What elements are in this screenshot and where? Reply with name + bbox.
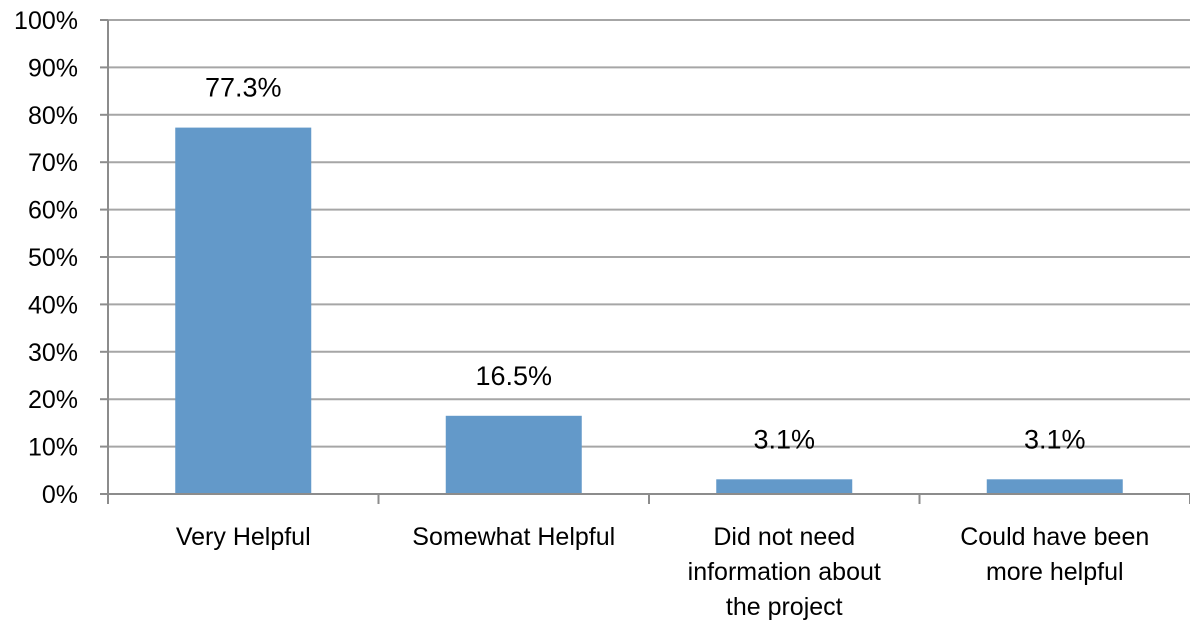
y-tick-label: 10% bbox=[28, 434, 78, 462]
y-tick-label: 50% bbox=[28, 244, 78, 272]
y-tick-label: 0% bbox=[42, 481, 78, 509]
x-category-label: Did not need information about the project bbox=[688, 523, 881, 621]
axes bbox=[100, 19, 1190, 504]
y-tick-label: 100% bbox=[14, 7, 78, 35]
bar bbox=[716, 479, 853, 494]
x-category-label: Very Helpful bbox=[176, 523, 311, 551]
y-tick-labels: 0% 10% 20% 30% 40% 50% 60% 70% 80% 90% 100% bbox=[14, 7, 78, 509]
data-label: 3.1% bbox=[753, 424, 815, 454]
data-label: 16.5% bbox=[475, 361, 552, 391]
bar bbox=[175, 127, 312, 495]
y-tick-label: 80% bbox=[28, 102, 78, 130]
data-label: 3.1% bbox=[1024, 424, 1086, 454]
y-tick-label: 30% bbox=[28, 339, 78, 367]
y-tick-label: 60% bbox=[28, 197, 78, 225]
y-tick-label: 70% bbox=[28, 149, 78, 177]
y-tick-label: 40% bbox=[28, 291, 78, 319]
y-tick-label: 90% bbox=[28, 54, 78, 82]
bars bbox=[175, 127, 1123, 495]
x-category-label: Somewhat Helpful bbox=[412, 523, 615, 551]
bar bbox=[986, 479, 1123, 494]
data-labels: 77.3% 16.5% 3.1% 3.1% bbox=[205, 73, 1086, 455]
y-tick-label: 20% bbox=[28, 386, 78, 414]
bar bbox=[445, 415, 582, 494]
x-category-label: Could have been more helpful bbox=[960, 523, 1149, 586]
x-category-labels: Very Helpful Somewhat Helpful Did not need… bbox=[176, 523, 1149, 621]
data-label: 77.3% bbox=[205, 73, 282, 103]
